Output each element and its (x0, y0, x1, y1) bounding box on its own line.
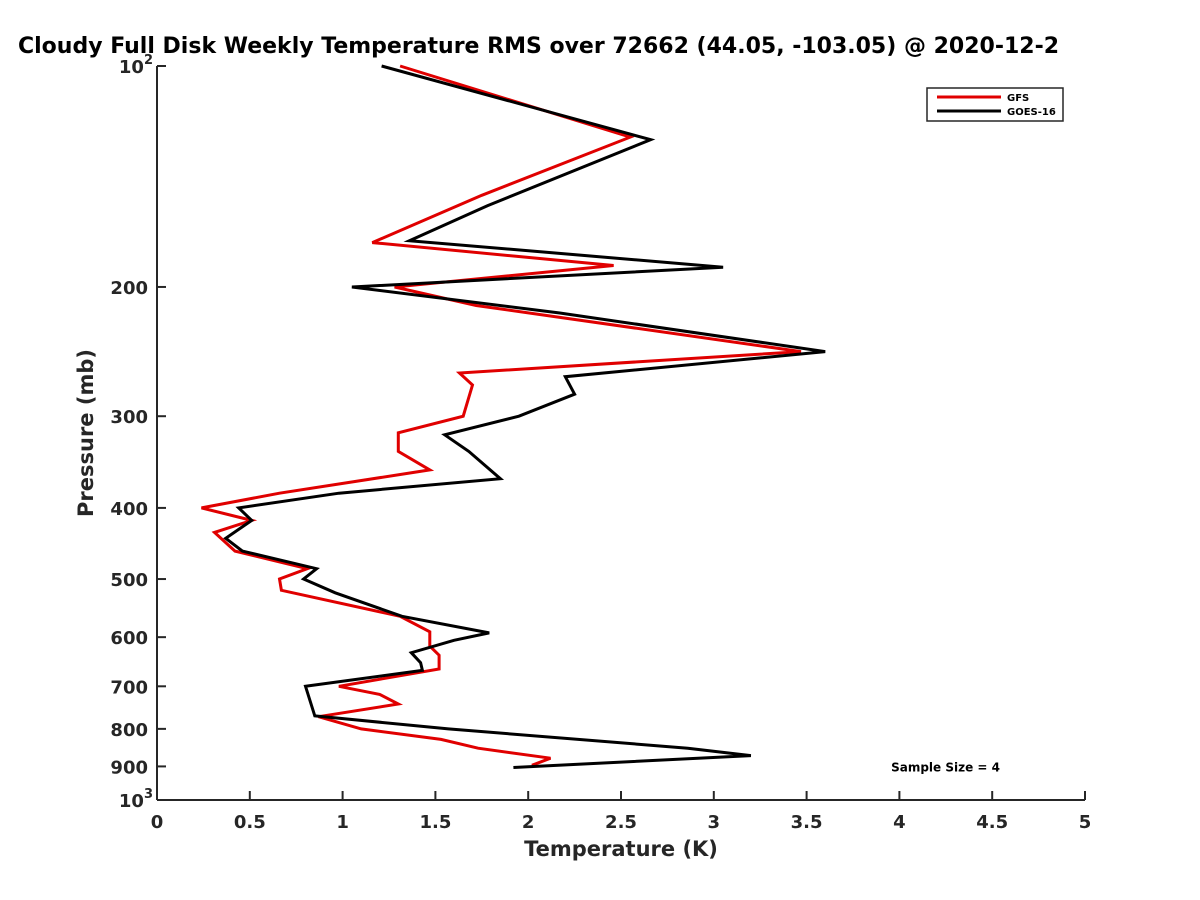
y-tick-label: 300 (110, 407, 148, 428)
legend: GFS GOES-16 (926, 87, 1064, 122)
y-tick-label: 200 (110, 278, 148, 299)
x-tick-label: 2.5 (605, 812, 637, 833)
y-tick-label: 103 (119, 787, 153, 812)
series-layer (201, 64, 826, 769)
plot-area: 0 0.5 1 1.5 2 2.5 3 3.5 4 4.5 51022003004005006007… (110, 53, 1091, 833)
x-axis-label: Temperature (K) (524, 837, 718, 861)
x-tick-label: 2 (522, 812, 535, 833)
x-tick-label: 4 (893, 812, 906, 833)
sample-size-annotation: Sample Size = 4 (891, 760, 1000, 774)
legend-box (926, 87, 1064, 122)
legend-label: GFS (1007, 93, 1029, 104)
annotations: Sample Size = 4 (891, 760, 1000, 774)
x-tick-label: 0.5 (234, 812, 266, 833)
y-axis-label: Pressure (mb) (74, 349, 98, 517)
x-tick-label: 4.5 (976, 812, 1008, 833)
legend-label: GOES-16 (1007, 107, 1056, 118)
x-tick-label: 0 (151, 812, 164, 833)
y-tick-label: 600 (110, 628, 148, 649)
y-tick-label: 500 (110, 570, 148, 591)
y-tick-label: 800 (110, 720, 148, 741)
x-tick-label: 3 (708, 812, 721, 833)
y-tick-label: 700 (110, 677, 148, 698)
x-tick-label: 1 (336, 812, 349, 833)
y-tick-label: 900 (110, 757, 148, 778)
x-tick-label: 5 (1079, 812, 1092, 833)
x-tick-label: 3.5 (791, 812, 823, 833)
x-tick-label: 1.5 (419, 812, 451, 833)
series-line-gfs (201, 64, 802, 767)
chart-title: Cloudy Full Disk Weekly Temperature RMS … (18, 34, 1059, 59)
y-tick-label: 400 (110, 499, 148, 520)
series-line-goes-16 (223, 64, 826, 769)
